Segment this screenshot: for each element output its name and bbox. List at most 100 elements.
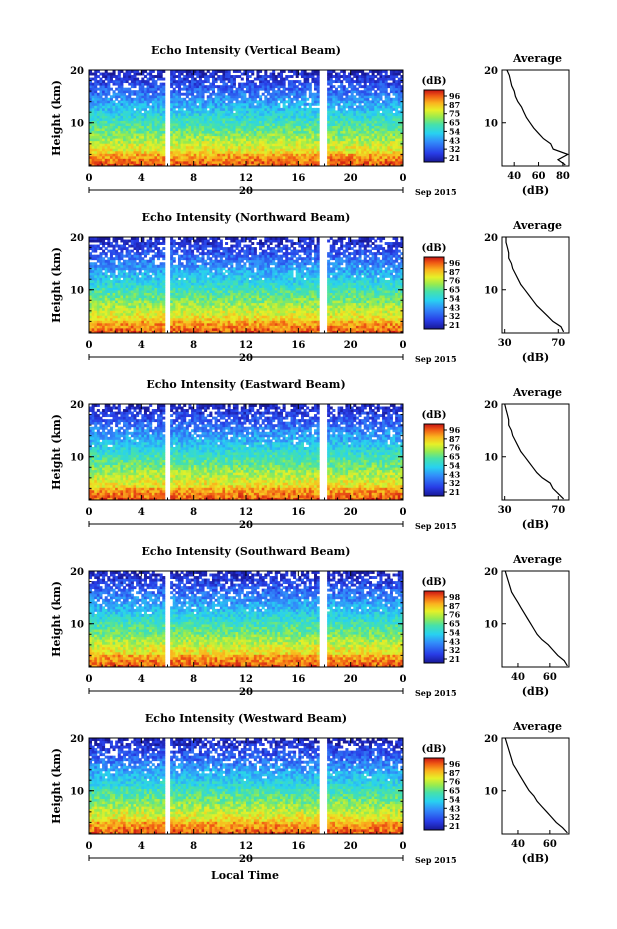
panel-5: Echo Intensity (Westward Beam) 10 20 Height… (50, 712, 569, 865)
profile-x-label: (dB) (522, 184, 549, 197)
x-tick-label: 12 (239, 841, 253, 852)
profile-line (505, 738, 567, 833)
x-tick-label: 8 (190, 340, 197, 351)
colorbar (424, 591, 444, 663)
profile-title: Average (512, 720, 562, 733)
profile-x-label: (dB) (522, 351, 549, 364)
y-tick-label: 20 (70, 567, 84, 578)
colorbar-label: (dB) (422, 410, 447, 421)
day-label: 20 (239, 186, 253, 197)
colorbar (424, 90, 444, 162)
y-tick-label: 10 (70, 620, 84, 631)
profile-frame (502, 237, 569, 333)
y-axis-label: Height (km) (50, 247, 63, 323)
date-label: Sep 2015 (415, 688, 457, 698)
profile-line (505, 404, 564, 499)
y-tick-label: 10 (70, 119, 84, 130)
panel-title: Echo Intensity (Southward Beam) (142, 545, 351, 558)
profile-x-tick-label: 40 (507, 171, 521, 182)
profile-y-tick-label: 10 (484, 787, 498, 798)
colorbar-label: (dB) (422, 76, 447, 87)
y-tick-label: 20 (70, 734, 84, 745)
colorbar (424, 257, 444, 329)
profile-title: Average (512, 553, 562, 566)
profile-frame (502, 738, 569, 834)
panel-4: Echo Intensity (Southward Beam)1020Heigh… (50, 545, 569, 698)
x-tick-label: 20 (344, 841, 358, 852)
profile-x-label: (dB) (522, 852, 549, 865)
profile-y-tick-label: 20 (484, 734, 498, 745)
x-tick-label: 20 (344, 507, 358, 518)
y-axis-label: Height (km) (50, 748, 63, 824)
day-label: 20 (239, 687, 253, 698)
y-tick-label: 20 (70, 66, 84, 77)
x-tick-label: 16 (291, 507, 305, 518)
profile-x-tick-label: 60 (543, 672, 557, 683)
x-tick-label: 20 (344, 674, 358, 685)
profile-y-tick-label: 20 (484, 66, 498, 77)
heatmap-cells (89, 738, 403, 834)
profile-line (506, 237, 564, 332)
x-tick-label: 4 (138, 841, 145, 852)
y-tick-label: 10 (70, 286, 84, 297)
profile-line (507, 70, 568, 165)
profile-frame (502, 571, 569, 667)
profile-x-tick-label: 30 (498, 505, 512, 516)
y-axis-label: Height (km) (50, 414, 63, 490)
x-tick-label: 12 (239, 674, 253, 685)
x-tick-label: 0 (400, 674, 407, 685)
profile-x-tick-label: 40 (511, 672, 525, 683)
colorbar-label: (dB) (422, 744, 447, 755)
x-tick-label: 0 (86, 173, 93, 184)
y-tick-label: 10 (70, 787, 84, 798)
profile-x-tick-label: 70 (551, 505, 565, 516)
x-tick-label: 8 (190, 674, 197, 685)
profile-x-tick-label: 30 (498, 338, 512, 349)
profile-y-tick-label: 20 (484, 567, 498, 578)
x-axis-label: Local Time (211, 869, 279, 882)
heatmap-cells (89, 70, 403, 166)
y-axis-label: Height (km) (50, 80, 63, 156)
profile-title: Average (512, 219, 562, 232)
colorbar-label: (dB) (422, 577, 447, 588)
x-tick-label: 8 (190, 173, 197, 184)
profile-line (505, 571, 567, 666)
colorbar-tick-label: 21 (449, 654, 460, 664)
date-label: Sep 2015 (415, 521, 457, 531)
profile-title: Average (512, 386, 562, 399)
y-tick-label: 20 (70, 400, 84, 411)
panel-2: Echo Intensity (Northward Beam)1020Heigh… (50, 211, 569, 364)
x-tick-label: 0 (400, 841, 407, 852)
heatmap-cells (89, 571, 403, 667)
colorbar-tick-label: 21 (449, 320, 460, 330)
colorbar-tick-label: 21 (449, 487, 460, 497)
x-tick-label: 0 (400, 507, 407, 518)
x-tick-label: 0 (86, 507, 93, 518)
x-tick-label: 12 (239, 173, 253, 184)
x-tick-label: 0 (86, 674, 93, 685)
colorbar-tick-label: 21 (449, 821, 460, 831)
panel-title: Echo Intensity (Eastward Beam) (146, 378, 345, 391)
day-label: 20 (239, 353, 253, 364)
date-label: Sep 2015 (415, 855, 457, 865)
profile-y-tick-label: 10 (484, 620, 498, 631)
colorbar-label: (dB) (422, 243, 447, 254)
date-label: Sep 2015 (415, 187, 457, 197)
profile-y-tick-label: 20 (484, 400, 498, 411)
panel-title: Echo Intensity (Westward Beam) (145, 712, 347, 725)
profile-frame (502, 404, 569, 500)
x-tick-label: 12 (239, 340, 253, 351)
x-tick-label: 0 (400, 340, 407, 351)
day-label: 20 (239, 520, 253, 531)
profile-x-tick-label: 60 (543, 839, 557, 850)
profile-y-tick-label: 20 (484, 233, 498, 244)
x-tick-label: 4 (138, 340, 145, 351)
profile-title: Average (512, 52, 562, 65)
profile-x-tick-label: 40 (511, 839, 525, 850)
x-tick-label: 4 (138, 507, 145, 518)
x-tick-label: 0 (86, 841, 93, 852)
date-label: Sep 2015 (415, 354, 457, 364)
x-tick-label: 12 (239, 507, 253, 518)
x-tick-label: 0 (86, 340, 93, 351)
